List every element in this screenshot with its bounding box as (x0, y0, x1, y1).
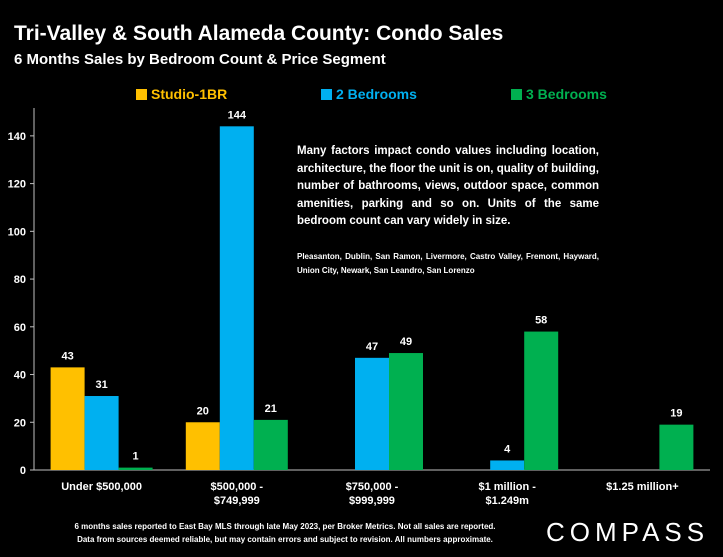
legend-swatch-studio-1br (136, 88, 147, 100)
legend-label-2-bedrooms: 2 Bedrooms (336, 86, 417, 102)
y-tick-label: 20 (14, 417, 26, 429)
legend-item-3-bedrooms: 3 Bedrooms (511, 86, 607, 102)
legend-swatch-3-bedrooms (511, 88, 522, 100)
y-tick-label: 120 (8, 179, 26, 191)
bar (490, 460, 525, 470)
data-label: 4 (504, 443, 511, 455)
bar (355, 357, 389, 470)
y-tick-label: 0 (20, 465, 26, 477)
data-label: 43 (61, 350, 73, 362)
legend-swatch-2-bedrooms (321, 88, 332, 100)
annotation-cities: Pleasanton, Dublin, San Ramon, Livermore… (297, 252, 599, 275)
footnote-line-2: Data from sources deemed reliable, but m… (77, 535, 493, 544)
x-tick-label: $1 million - (478, 481, 536, 493)
data-label: 21 (265, 403, 277, 415)
data-label: 31 (95, 379, 107, 391)
data-label: 47 (366, 341, 378, 353)
bar (185, 422, 220, 470)
x-tick-label: Under $500,000 (61, 481, 142, 493)
bar (253, 419, 288, 470)
chart-subtitle: 6 Months Sales by Bedroom Count & Price … (14, 51, 386, 68)
data-label: 58 (535, 315, 547, 327)
x-tick-label: $1.25 million+ (606, 481, 678, 493)
y-tick-label: 140 (8, 131, 26, 143)
bar (84, 396, 119, 470)
bar (219, 126, 254, 470)
annotation-text: Many factors impact condo values includi… (297, 145, 599, 227)
x-tick-label: $1.249m (485, 495, 529, 507)
x-tick-label: $500,000 - (210, 481, 263, 493)
y-tick-label: 40 (14, 370, 26, 382)
bar (524, 331, 559, 470)
x-tick-label: $750,000 - (346, 481, 399, 493)
legend-item-2-bedrooms: 2 Bedrooms (321, 86, 417, 102)
bar (50, 367, 85, 470)
y-tick-label: 100 (8, 226, 26, 238)
data-label: 20 (197, 405, 209, 417)
bar (118, 467, 153, 470)
y-tick-label: 80 (14, 274, 26, 286)
data-label: 1 (133, 451, 139, 463)
y-tick-label: 60 (14, 322, 26, 334)
data-label: 49 (400, 336, 412, 348)
legend-label-studio-1br: Studio-1BR (151, 86, 228, 102)
bar (659, 424, 694, 470)
legend-item-studio-1br: Studio-1BR (136, 86, 227, 102)
footnote-line-1: 6 months sales reported to East Bay MLS … (74, 522, 496, 531)
x-tick-label: $999,999 (349, 495, 395, 507)
data-label: 19 (670, 408, 682, 420)
compass-logo: COMPASS (546, 517, 710, 547)
data-label: 144 (228, 109, 247, 121)
bar (389, 353, 423, 470)
x-tick-label: $749,999 (214, 495, 260, 507)
chart-title: Tri-Valley & South Alameda County: Condo… (14, 22, 504, 45)
legend-label-3-bedrooms: 3 Bedrooms (526, 86, 607, 102)
